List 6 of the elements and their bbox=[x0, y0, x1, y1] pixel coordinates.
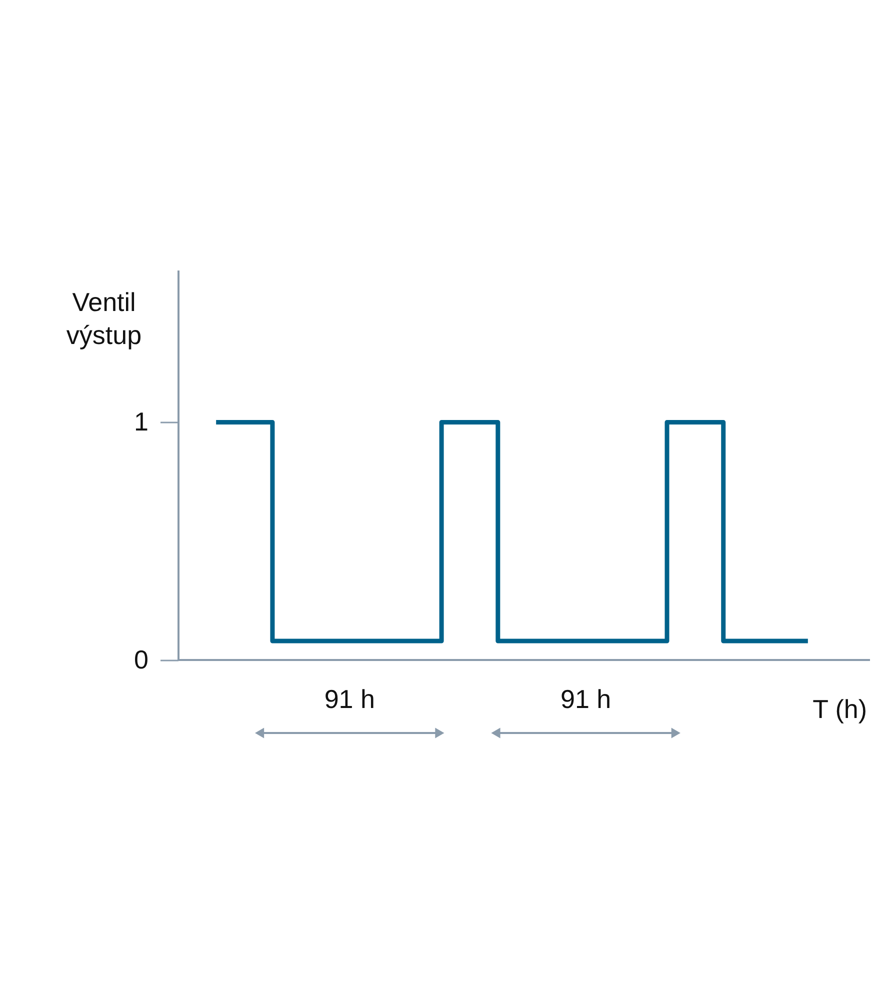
text: 91 h bbox=[324, 684, 375, 714]
y-tick-label: 1 bbox=[134, 406, 148, 437]
y-tick-label: 0 bbox=[134, 644, 148, 674]
y-axis-title: Ventil výstup bbox=[66, 287, 142, 350]
text: 91 h bbox=[560, 684, 612, 714]
x-axis-title: T (h) bbox=[812, 694, 867, 724]
